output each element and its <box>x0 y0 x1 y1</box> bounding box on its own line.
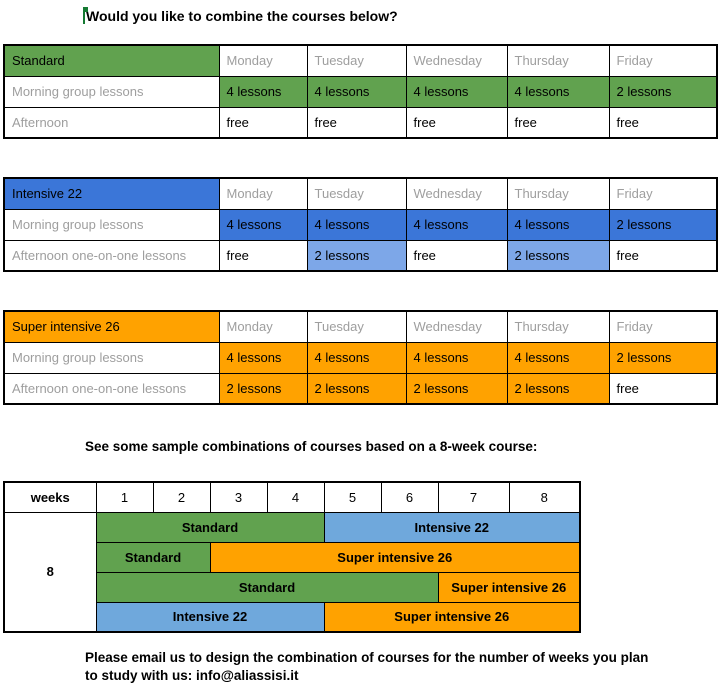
weeks-header-row: weeks 1 2 3 4 5 6 7 8 <box>3 481 581 513</box>
day-header-friday: Friday <box>608 310 718 343</box>
table-row: Morning group lessons 4 lessons 4 lesson… <box>3 75 718 108</box>
page-title-text: Would you like to combine the courses be… <box>86 8 398 24</box>
week-number: 3 <box>209 481 268 513</box>
schedule-cell: free <box>608 239 718 272</box>
day-header-monday: Monday <box>218 177 308 210</box>
table-row: Afternoon free free free free free <box>3 106 718 139</box>
contact-footer: Please email us to design the combinatio… <box>85 650 649 683</box>
schedule-cell: 2 lessons <box>506 372 610 405</box>
course-name-superintensive26: Super intensive 26 <box>3 310 220 343</box>
week-number: 1 <box>95 481 154 513</box>
total-weeks-cell: 8 <box>3 511 97 633</box>
course-bar-superintensive26: Super intensive 26 <box>323 601 581 633</box>
day-header-wednesday: Wednesday <box>405 310 508 343</box>
combination-row: 8 Standard Intensive 22 <box>3 511 581 633</box>
row-label-afternoon: Afternoon one-on-one lessons <box>3 239 220 272</box>
table-header-row: Intensive 22 Monday Tuesday Wednesday Th… <box>3 177 718 210</box>
day-header-monday: Monday <box>218 44 308 77</box>
table-row: Afternoon one-on-one lessons free 2 less… <box>3 239 718 272</box>
schedule-cell: 2 lessons <box>506 239 610 272</box>
table-row: Morning group lessons 4 lessons 4 lesson… <box>3 341 718 374</box>
schedule-cell: 4 lessons <box>218 208 308 241</box>
row-label-afternoon: Afternoon <box>3 106 220 139</box>
course-bar-standard: Standard <box>95 541 211 573</box>
schedule-cell: free <box>218 239 308 272</box>
schedule-cell: free <box>218 106 308 139</box>
schedule-cell: free <box>306 106 407 139</box>
weeks-combination-table: weeks 1 2 3 4 5 6 7 8 8 Standard Intensi… <box>3 481 581 633</box>
text-cursor-icon <box>83 6 88 24</box>
combination-row: Standard Super intensive 26 <box>4 541 581 573</box>
week-number: 2 <box>152 481 211 513</box>
schedule-cell: 4 lessons <box>506 341 610 374</box>
schedule-cell: 4 lessons <box>306 75 407 108</box>
page-title: Would you like to combine the courses be… <box>83 6 727 24</box>
week-number: 6 <box>380 481 439 513</box>
schedule-cell: 4 lessons <box>506 208 610 241</box>
course-bar-superintensive26: Super intensive 26 <box>209 541 581 573</box>
day-header-wednesday: Wednesday <box>405 177 508 210</box>
table-row: Morning group lessons 4 lessons 4 lesson… <box>3 208 718 241</box>
week-number: 4 <box>266 481 325 513</box>
week-number: 8 <box>508 481 581 513</box>
schedule-cell: free <box>405 239 508 272</box>
row-label-morning: Morning group lessons <box>3 75 220 108</box>
row-label-morning: Morning group lessons <box>3 341 220 374</box>
schedule-cell: free <box>608 372 718 405</box>
day-header-thursday: Thursday <box>506 44 610 77</box>
weeks-header-label: weeks <box>3 481 97 513</box>
course-name-standard: Standard <box>3 44 220 77</box>
combinations-subtitle: See some sample combinations of courses … <box>85 439 538 454</box>
schedule-cell: free <box>405 106 508 139</box>
day-header-friday: Friday <box>608 177 718 210</box>
day-header-thursday: Thursday <box>506 177 610 210</box>
course-bar-intensive22: Intensive 22 <box>95 601 325 633</box>
day-header-wednesday: Wednesday <box>405 44 508 77</box>
intensive22-course-table: Intensive 22 Monday Tuesday Wednesday Th… <box>3 177 718 272</box>
course-bar-intensive22: Intensive 22 <box>323 511 581 543</box>
day-header-tuesday: Tuesday <box>306 310 407 343</box>
schedule-cell: 4 lessons <box>306 341 407 374</box>
schedule-cell: free <box>506 106 610 139</box>
schedule-cell: free <box>608 106 718 139</box>
schedule-cell: 2 lessons <box>608 341 718 374</box>
day-header-friday: Friday <box>608 44 718 77</box>
course-bar-standard: Standard <box>95 571 439 603</box>
week-number: 5 <box>323 481 382 513</box>
schedule-cell: 4 lessons <box>405 75 508 108</box>
combination-row: Intensive 22 Super intensive 26 <box>4 601 581 633</box>
table-row: Afternoon one-on-one lessons 2 lessons 2… <box>3 372 718 405</box>
schedule-cell: 4 lessons <box>218 341 308 374</box>
day-header-tuesday: Tuesday <box>306 44 407 77</box>
schedule-cell: 2 lessons <box>218 372 308 405</box>
day-header-tuesday: Tuesday <box>306 177 407 210</box>
schedule-cell: 4 lessons <box>405 208 508 241</box>
schedule-cell: 2 lessons <box>306 239 407 272</box>
schedule-cell: 4 lessons <box>405 341 508 374</box>
week-number: 7 <box>437 481 510 513</box>
superintensive26-course-table: Super intensive 26 Monday Tuesday Wednes… <box>3 310 718 405</box>
course-bar-superintensive26: Super intensive 26 <box>437 571 581 603</box>
schedule-cell: 4 lessons <box>306 208 407 241</box>
schedule-cell: 4 lessons <box>218 75 308 108</box>
schedule-cell: 2 lessons <box>405 372 508 405</box>
row-label-afternoon: Afternoon one-on-one lessons <box>3 372 220 405</box>
course-bar-standard: Standard <box>95 511 325 543</box>
standard-course-table: Standard Monday Tuesday Wednesday Thursd… <box>3 44 718 139</box>
cursor-flag-icon <box>83 6 88 12</box>
day-header-monday: Monday <box>218 310 308 343</box>
day-header-thursday: Thursday <box>506 310 610 343</box>
table-header-row: Super intensive 26 Monday Tuesday Wednes… <box>3 310 718 343</box>
table-header-row: Standard Monday Tuesday Wednesday Thursd… <box>3 44 718 77</box>
row-label-morning: Morning group lessons <box>3 208 220 241</box>
course-name-intensive22: Intensive 22 <box>3 177 220 210</box>
schedule-cell: 2 lessons <box>608 75 718 108</box>
schedule-cell: 2 lessons <box>608 208 718 241</box>
schedule-cell: 4 lessons <box>506 75 610 108</box>
schedule-cell: 2 lessons <box>306 372 407 405</box>
